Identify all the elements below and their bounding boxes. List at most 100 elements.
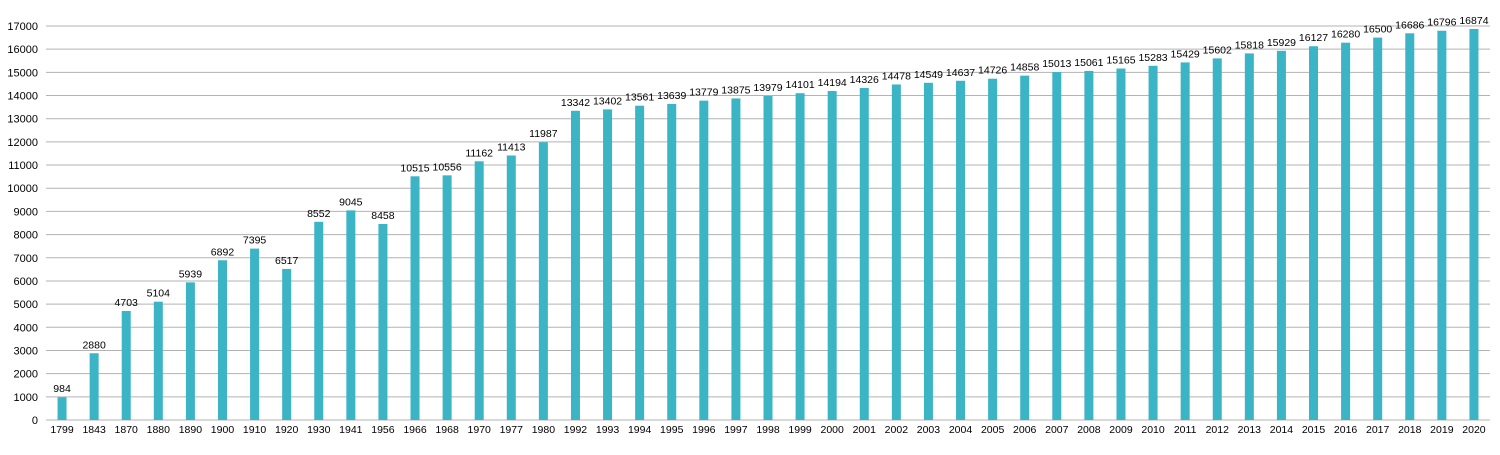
bar [442, 175, 452, 420]
data-label: 14194 [818, 77, 847, 89]
bar [121, 311, 131, 420]
data-label: 13979 [753, 82, 782, 94]
data-label: 16796 [1427, 17, 1456, 29]
bar [1276, 50, 1286, 421]
data-label: 15165 [1106, 55, 1135, 67]
y-tick-label: 7000 [14, 253, 38, 265]
bar [185, 282, 195, 420]
bar [250, 248, 260, 420]
y-tick-label: 15000 [7, 67, 38, 79]
y-tick-label: 11000 [8, 160, 38, 172]
x-tick-label: 1993 [596, 424, 620, 436]
bar [923, 82, 933, 420]
y-tick-label: 0 [32, 415, 38, 427]
x-tick-label: 2019 [1430, 424, 1454, 436]
x-tick-label: 2000 [820, 424, 844, 436]
y-tick-label: 2000 [14, 369, 38, 381]
y-tick-label: 1000 [14, 392, 38, 404]
data-label: 7395 [243, 235, 267, 247]
bar [217, 260, 227, 420]
data-label: 5939 [179, 268, 203, 280]
bar [699, 100, 709, 420]
bar [1148, 65, 1158, 420]
bar [763, 96, 773, 421]
bar [827, 91, 837, 420]
x-tick-label: 1997 [724, 424, 748, 436]
bar [153, 301, 163, 420]
bar [410, 176, 420, 420]
bar [731, 98, 741, 421]
bar [1437, 30, 1447, 421]
data-label: 16686 [1395, 19, 1424, 31]
data-label: 8552 [307, 208, 331, 220]
data-label: 11987 [529, 128, 558, 140]
bar [1020, 75, 1030, 421]
x-tick-label: 1992 [564, 424, 588, 436]
bar [891, 84, 901, 421]
x-tick-label: 2014 [1270, 424, 1294, 436]
x-tick-label: 1900 [211, 424, 235, 436]
x-tick-label: 1799 [50, 424, 74, 436]
y-tick-label: 6000 [14, 276, 38, 288]
bar [346, 210, 356, 420]
bar [1309, 46, 1319, 420]
bar [1180, 62, 1190, 420]
x-tick-label: 1980 [532, 424, 556, 436]
data-label: 13779 [689, 87, 718, 99]
x-tick-label: 1998 [756, 424, 780, 436]
x-tick-label: 1968 [435, 424, 459, 436]
x-tick-label: 1880 [147, 424, 171, 436]
x-tick-label: 1910 [243, 424, 267, 436]
y-tick-label: 4000 [14, 322, 38, 334]
x-tick-label: 1970 [468, 424, 492, 436]
data-label: 14101 [785, 79, 814, 91]
x-tick-label: 2016 [1334, 424, 1358, 436]
x-axis-ticks: 1799 1843 1870 1880 1890 1900 1910 1920 1930 1941… [50, 424, 1485, 436]
bar [1373, 37, 1383, 421]
bar [378, 223, 388, 420]
data-label: 14478 [882, 70, 911, 82]
bar [1341, 42, 1351, 420]
x-tick-label: 1994 [628, 424, 652, 436]
data-label: 984 [53, 383, 71, 395]
x-tick-label: 1920 [275, 424, 299, 436]
bar [1212, 58, 1222, 421]
x-tick-label: 2001 [853, 424, 877, 436]
x-tick-label: 2017 [1366, 424, 1390, 436]
data-label: 9045 [339, 196, 363, 208]
data-label: 4703 [115, 297, 139, 309]
data-label: 2880 [82, 339, 106, 351]
x-tick-label: 1890 [179, 424, 203, 436]
data-label: 14549 [914, 69, 943, 81]
y-tick-label: 12000 [7, 137, 38, 149]
data-label: 8458 [371, 210, 395, 222]
y-tick-label: 17000 [7, 21, 38, 33]
bar [795, 93, 805, 420]
bar [1405, 33, 1415, 421]
x-tick-label: 2011 [1174, 424, 1197, 436]
data-label: 10515 [400, 162, 429, 174]
x-tick-label: 2020 [1462, 424, 1486, 436]
x-tick-label: 2013 [1238, 424, 1262, 436]
data-label: 11413 [497, 141, 526, 153]
data-label: 15929 [1267, 37, 1296, 49]
x-tick-label: 2007 [1045, 424, 1069, 436]
data-label: 15061 [1074, 57, 1103, 69]
x-tick-label: 1843 [82, 424, 106, 436]
y-tick-label: 3000 [14, 345, 38, 357]
data-label: 14326 [850, 74, 879, 86]
x-tick-label: 2012 [1206, 424, 1230, 436]
data-label: 16874 [1459, 15, 1488, 27]
data-label: 13402 [593, 95, 622, 107]
x-tick-label: 1977 [500, 424, 524, 436]
x-tick-label: 2009 [1109, 424, 1133, 436]
data-labels: 984 2880 4703 5104 5939 6892 7395 6517 8552 9045 8… [53, 15, 1488, 395]
bar [570, 110, 580, 420]
data-label: 11162 [465, 147, 493, 159]
x-tick-label: 1956 [371, 424, 395, 436]
x-tick-label: 2018 [1398, 424, 1422, 436]
x-tick-label: 1966 [403, 424, 427, 436]
bar [667, 103, 677, 420]
y-tick-label: 9000 [14, 206, 38, 218]
